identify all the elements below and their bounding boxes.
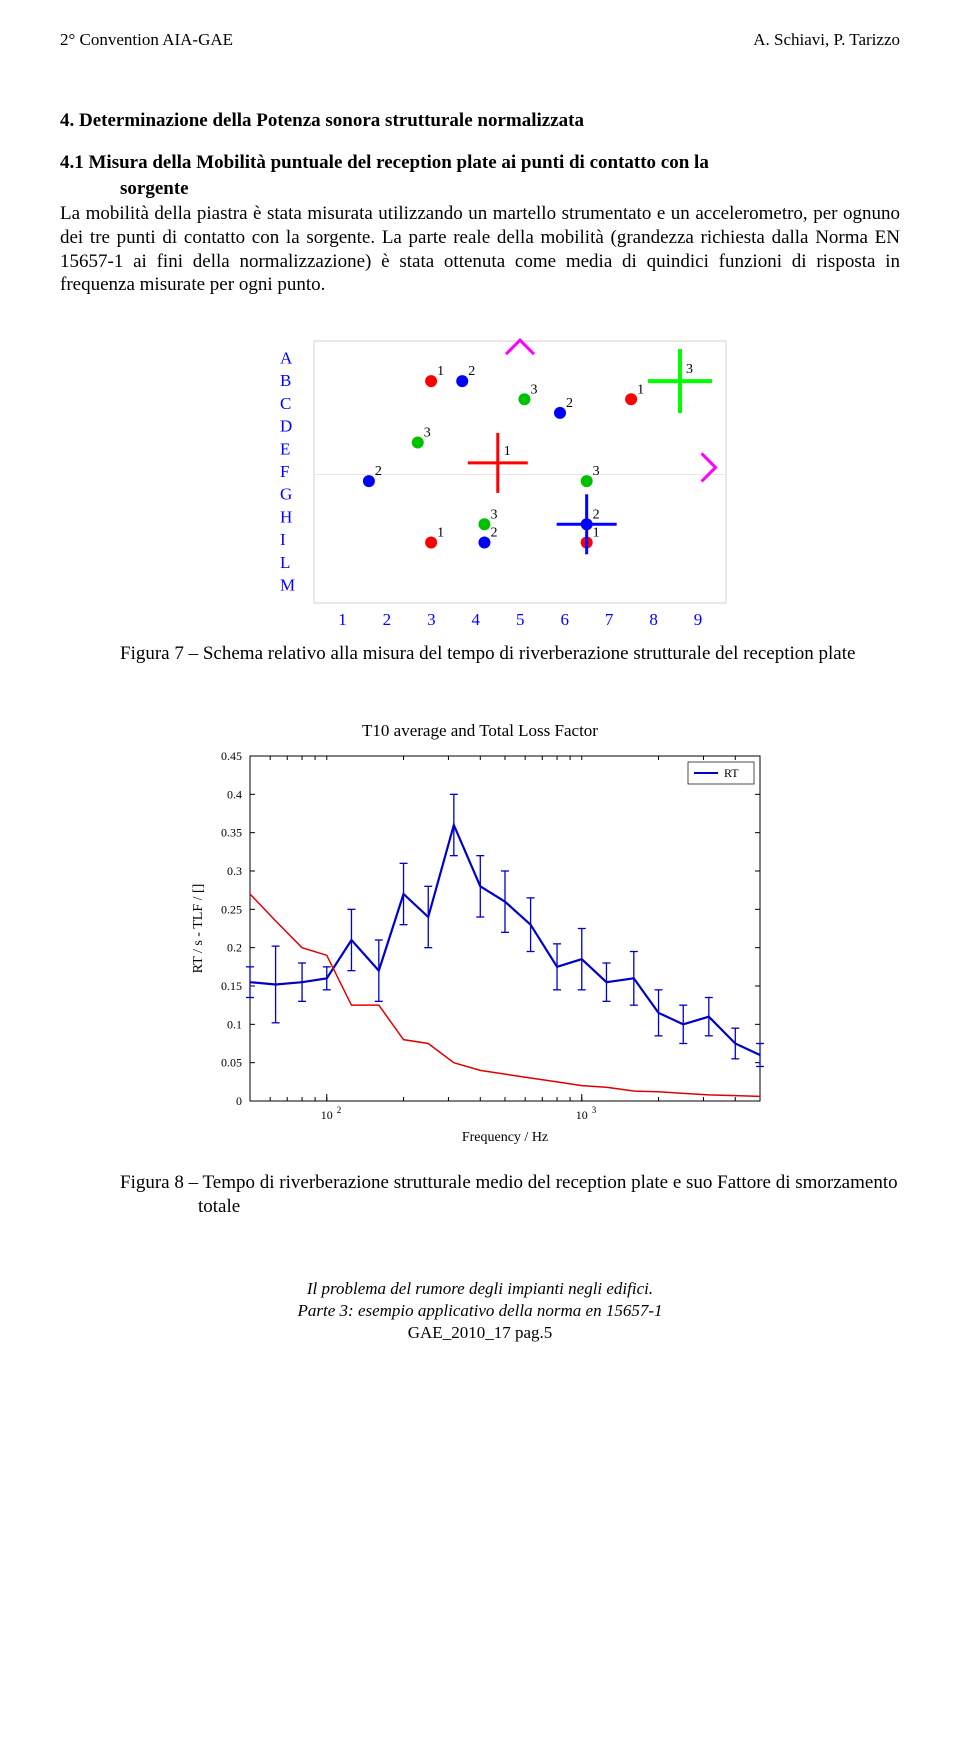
svg-text:B: B bbox=[280, 371, 291, 390]
svg-text:9: 9 bbox=[694, 610, 703, 627]
header-right: A. Schiavi, P. Tarizzo bbox=[753, 30, 900, 50]
svg-text:M: M bbox=[280, 576, 295, 595]
svg-text:10: 10 bbox=[576, 1108, 588, 1122]
svg-text:1: 1 bbox=[437, 364, 444, 379]
svg-text:0.4: 0.4 bbox=[227, 787, 242, 801]
svg-text:E: E bbox=[280, 439, 290, 458]
svg-text:0.45: 0.45 bbox=[221, 749, 242, 763]
figure-8-svg: T10 average and Total Loss Factor 0 0.05 0.… bbox=[180, 716, 780, 1156]
svg-text:T10 average and Total Loss Fac: T10 average and Total Loss Factor bbox=[362, 721, 598, 740]
figure-7-caption: Figura 7 – Schema relativo alla misura d… bbox=[60, 642, 900, 666]
svg-text:7: 7 bbox=[605, 610, 614, 627]
svg-text:2: 2 bbox=[490, 525, 497, 540]
svg-text:2: 2 bbox=[375, 464, 382, 479]
svg-text:4: 4 bbox=[472, 610, 481, 627]
svg-text:8: 8 bbox=[649, 610, 658, 627]
svg-text:F: F bbox=[280, 462, 289, 481]
svg-text:0.3: 0.3 bbox=[227, 864, 242, 878]
svg-text:0.05: 0.05 bbox=[221, 1055, 242, 1069]
svg-text:0.1: 0.1 bbox=[227, 1017, 242, 1031]
subsection-title: 4.1 Misura della Mobilità puntuale del r… bbox=[60, 152, 900, 174]
figure-7: ABCDEFGHILM 1 2 3 4 5 6 7 8 9 1 2 3 2 1 3 2 3 3 1 2 1 2 1 3 bbox=[60, 317, 900, 632]
svg-text:0.25: 0.25 bbox=[221, 902, 242, 916]
svg-text:2: 2 bbox=[593, 507, 600, 522]
svg-text:RT / s - TLF / []: RT / s - TLF / [] bbox=[191, 883, 206, 973]
svg-text:3: 3 bbox=[593, 464, 600, 479]
svg-text:0.2: 0.2 bbox=[227, 940, 242, 954]
svg-text:1: 1 bbox=[338, 610, 347, 627]
svg-text:C: C bbox=[280, 394, 291, 413]
page-footer: Il problema del rumore degli impianti ne… bbox=[60, 1278, 900, 1344]
svg-text:2: 2 bbox=[383, 610, 392, 627]
svg-text:A: A bbox=[280, 348, 293, 367]
svg-text:0: 0 bbox=[236, 1094, 242, 1108]
svg-text:10: 10 bbox=[321, 1108, 333, 1122]
svg-text:2: 2 bbox=[468, 364, 475, 379]
svg-text:3: 3 bbox=[490, 507, 497, 522]
svg-text:L: L bbox=[280, 553, 290, 572]
svg-text:I: I bbox=[280, 530, 286, 549]
figure-8: T10 average and Total Loss Factor 0 0.05 0.… bbox=[60, 716, 900, 1161]
svg-text:3: 3 bbox=[424, 425, 431, 440]
svg-text:RT: RT bbox=[724, 766, 739, 780]
svg-text:Frequency / Hz: Frequency / Hz bbox=[462, 1130, 548, 1145]
svg-text:2: 2 bbox=[337, 1105, 342, 1115]
section-title: 4. Determinazione della Potenza sonora s… bbox=[60, 110, 900, 132]
figure-7-svg: ABCDEFGHILM 1 2 3 4 5 6 7 8 9 1 2 3 2 1 3 2 3 3 1 2 1 2 1 3 bbox=[210, 317, 750, 627]
subsection-title-cont: sorgente bbox=[120, 178, 900, 200]
svg-text:1: 1 bbox=[437, 525, 444, 540]
figure-8-caption: Figura 8 – Tempo di riverberazione strut… bbox=[60, 1171, 900, 1219]
paragraph-1: La mobilità della piastra è stata misura… bbox=[60, 202, 900, 297]
svg-text:1: 1 bbox=[504, 444, 511, 459]
svg-text:0.35: 0.35 bbox=[221, 825, 242, 839]
header-left: 2° Convention AIA-GAE bbox=[60, 30, 233, 50]
svg-text:1: 1 bbox=[593, 525, 600, 540]
footer-line-3: GAE_2010_17 pag.5 bbox=[60, 1322, 900, 1344]
svg-text:H: H bbox=[280, 507, 292, 526]
svg-text:3: 3 bbox=[592, 1105, 597, 1115]
svg-text:0.15: 0.15 bbox=[221, 979, 242, 993]
footer-line-2: Parte 3: esempio applicativo della norma… bbox=[60, 1300, 900, 1322]
svg-text:6: 6 bbox=[560, 610, 569, 627]
svg-text:2: 2 bbox=[566, 396, 573, 411]
svg-text:D: D bbox=[280, 417, 292, 436]
svg-text:G: G bbox=[280, 485, 292, 504]
svg-text:3: 3 bbox=[427, 610, 436, 627]
svg-text:5: 5 bbox=[516, 610, 525, 627]
svg-text:3: 3 bbox=[530, 382, 537, 397]
svg-text:1: 1 bbox=[637, 382, 644, 397]
page-header: 2° Convention AIA-GAE A. Schiavi, P. Tar… bbox=[60, 30, 900, 50]
svg-text:3: 3 bbox=[686, 362, 693, 377]
footer-line-1: Il problema del rumore degli impianti ne… bbox=[60, 1278, 900, 1300]
